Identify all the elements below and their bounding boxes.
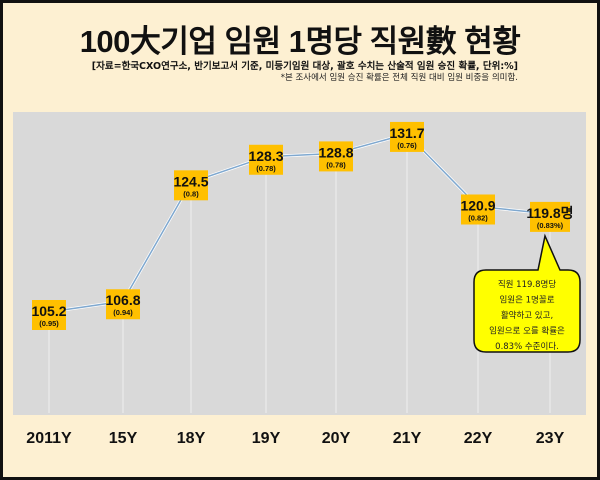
chart-note: *본 조사에서 임원 승진 확률은 전체 직원 대비 임원 비중을 의미함. — [280, 73, 518, 83]
value-label-box — [461, 194, 495, 225]
value-label: 106.8 — [105, 292, 140, 308]
value-label: 120.9 — [460, 197, 495, 213]
x-tick-label: 2011Y — [26, 430, 72, 447]
x-tick-label: 21Y — [393, 430, 422, 447]
promotion-rate-label: (0.82) — [468, 213, 488, 222]
x-tick-label: 22Y — [464, 430, 493, 447]
x-tick-label: 15Y — [109, 430, 138, 447]
value-label-box — [530, 201, 570, 232]
chart-source: [자료=한국CXO연구소, 반기보고서 기준, 미등기임원 대상, 괄호 수치는… — [91, 61, 518, 72]
value-label-box — [106, 289, 140, 320]
callout-text: 임원으로 오를 확률은 — [489, 326, 565, 337]
promotion-rate-label: (0.95) — [39, 319, 59, 328]
x-tick-label: 23Y — [536, 430, 565, 447]
callout-text: 활약하고 있고, — [501, 310, 553, 321]
x-tick-label: 20Y — [322, 430, 351, 447]
value-label: 105.2 — [31, 303, 66, 319]
value-label: 131.7 — [389, 125, 424, 141]
promotion-rate-label: (0.76) — [397, 141, 417, 150]
value-label-box — [32, 300, 66, 330]
promotion-rate-label: (0.83%) — [537, 221, 564, 230]
callout-text: 직원 119.8명당 — [498, 279, 556, 290]
x-tick-label: 19Y — [252, 430, 281, 447]
value-label: 124.5 — [173, 173, 208, 189]
series-line — [48, 133, 551, 313]
callout-text: 임원은 1명꼴로 — [499, 295, 554, 306]
promotion-rate-label: (0.78) — [256, 164, 276, 173]
chart-title: 100大기업 임원 1명당 직원數 현황 — [79, 24, 521, 59]
value-label-box — [319, 141, 353, 172]
value-label: 128.8 — [318, 144, 353, 160]
x-tick-label: 18Y — [177, 430, 206, 447]
plot-area — [13, 112, 586, 415]
promotion-rate-label: (0.78) — [326, 160, 346, 169]
value-label-box — [174, 170, 208, 201]
callout-text: 0.83% 수준이다. — [495, 341, 559, 352]
value-label-box — [249, 144, 283, 175]
promotion-rate-label: (0.8) — [183, 189, 199, 198]
value-label-box — [390, 121, 424, 152]
value-label: 128.3 — [248, 148, 283, 164]
promotion-rate-label: (0.94) — [113, 308, 133, 317]
callout-bubble — [473, 233, 581, 353]
value-label: 119.8명 — [526, 205, 573, 221]
